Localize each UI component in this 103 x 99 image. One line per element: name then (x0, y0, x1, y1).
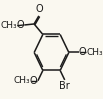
Text: CH₃: CH₃ (14, 76, 30, 85)
Text: Br: Br (59, 81, 70, 91)
Text: CH₃: CH₃ (86, 48, 103, 57)
Text: CH₃: CH₃ (0, 21, 17, 30)
Text: O: O (79, 47, 87, 57)
Text: O: O (16, 20, 24, 30)
Text: O: O (30, 76, 37, 86)
Text: O: O (35, 4, 43, 14)
